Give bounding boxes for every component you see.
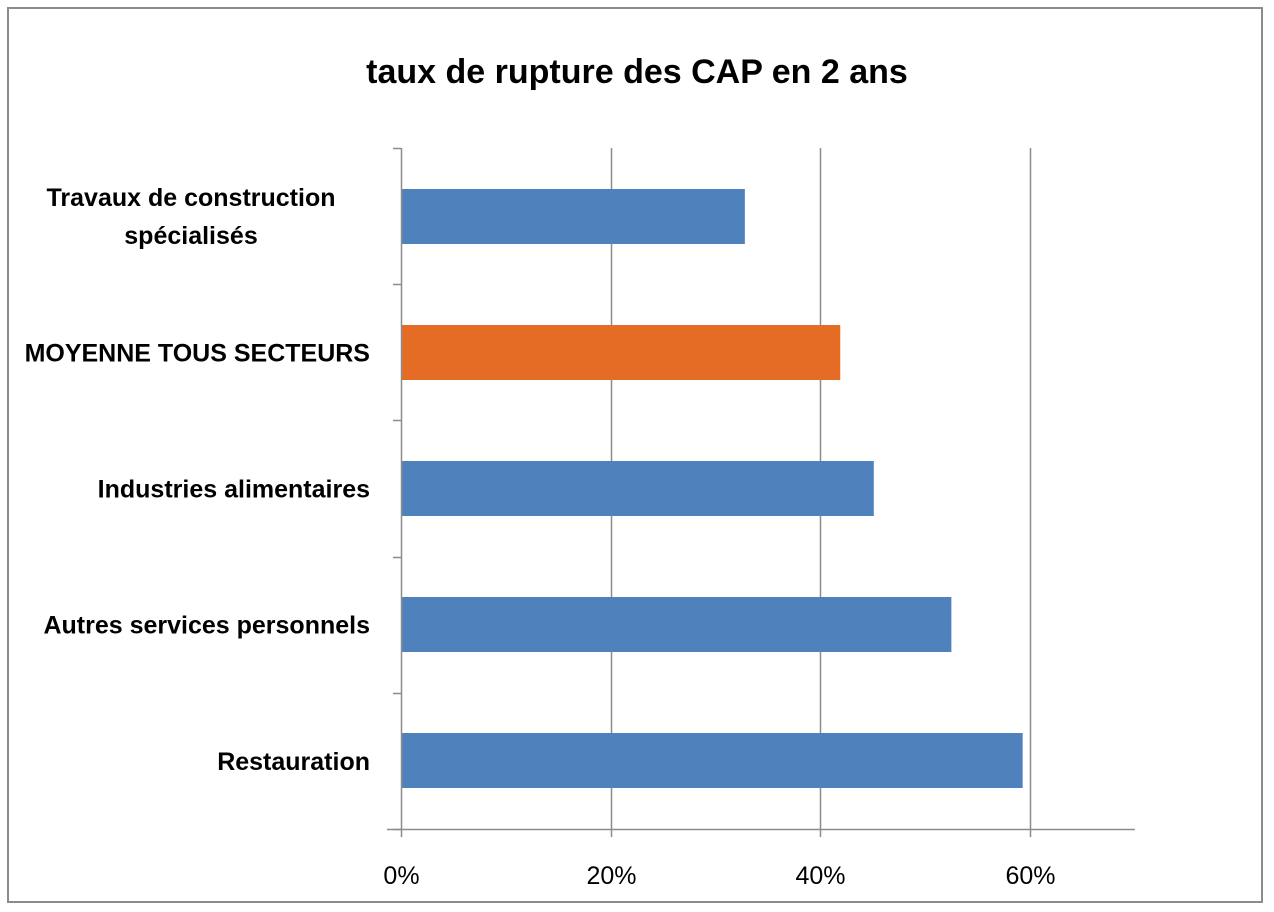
bar-4 <box>401 733 1023 788</box>
bar-1 <box>401 325 841 380</box>
x-tick-label-3: 60% <box>1005 862 1055 890</box>
category-label-2: Industries alimentaires <box>98 476 370 504</box>
x-tick-label-2: 40% <box>795 862 845 890</box>
bar-2 <box>401 461 874 516</box>
chart-title: taux de rupture des CAP en 2 ans <box>366 53 908 91</box>
x-tick-label-1: 20% <box>586 862 636 890</box>
category-label-0: Travaux de construction spécialisés <box>47 184 336 250</box>
x-tick-label-0: 0% <box>383 862 419 890</box>
bar-3 <box>401 597 952 652</box>
bar-0 <box>401 189 745 244</box>
category-label-1: MOYENNE TOUS SECTEURS <box>25 339 370 367</box>
category-label-4: Restauration <box>217 748 370 776</box>
category-label-3: Autres services personnels <box>43 612 370 640</box>
